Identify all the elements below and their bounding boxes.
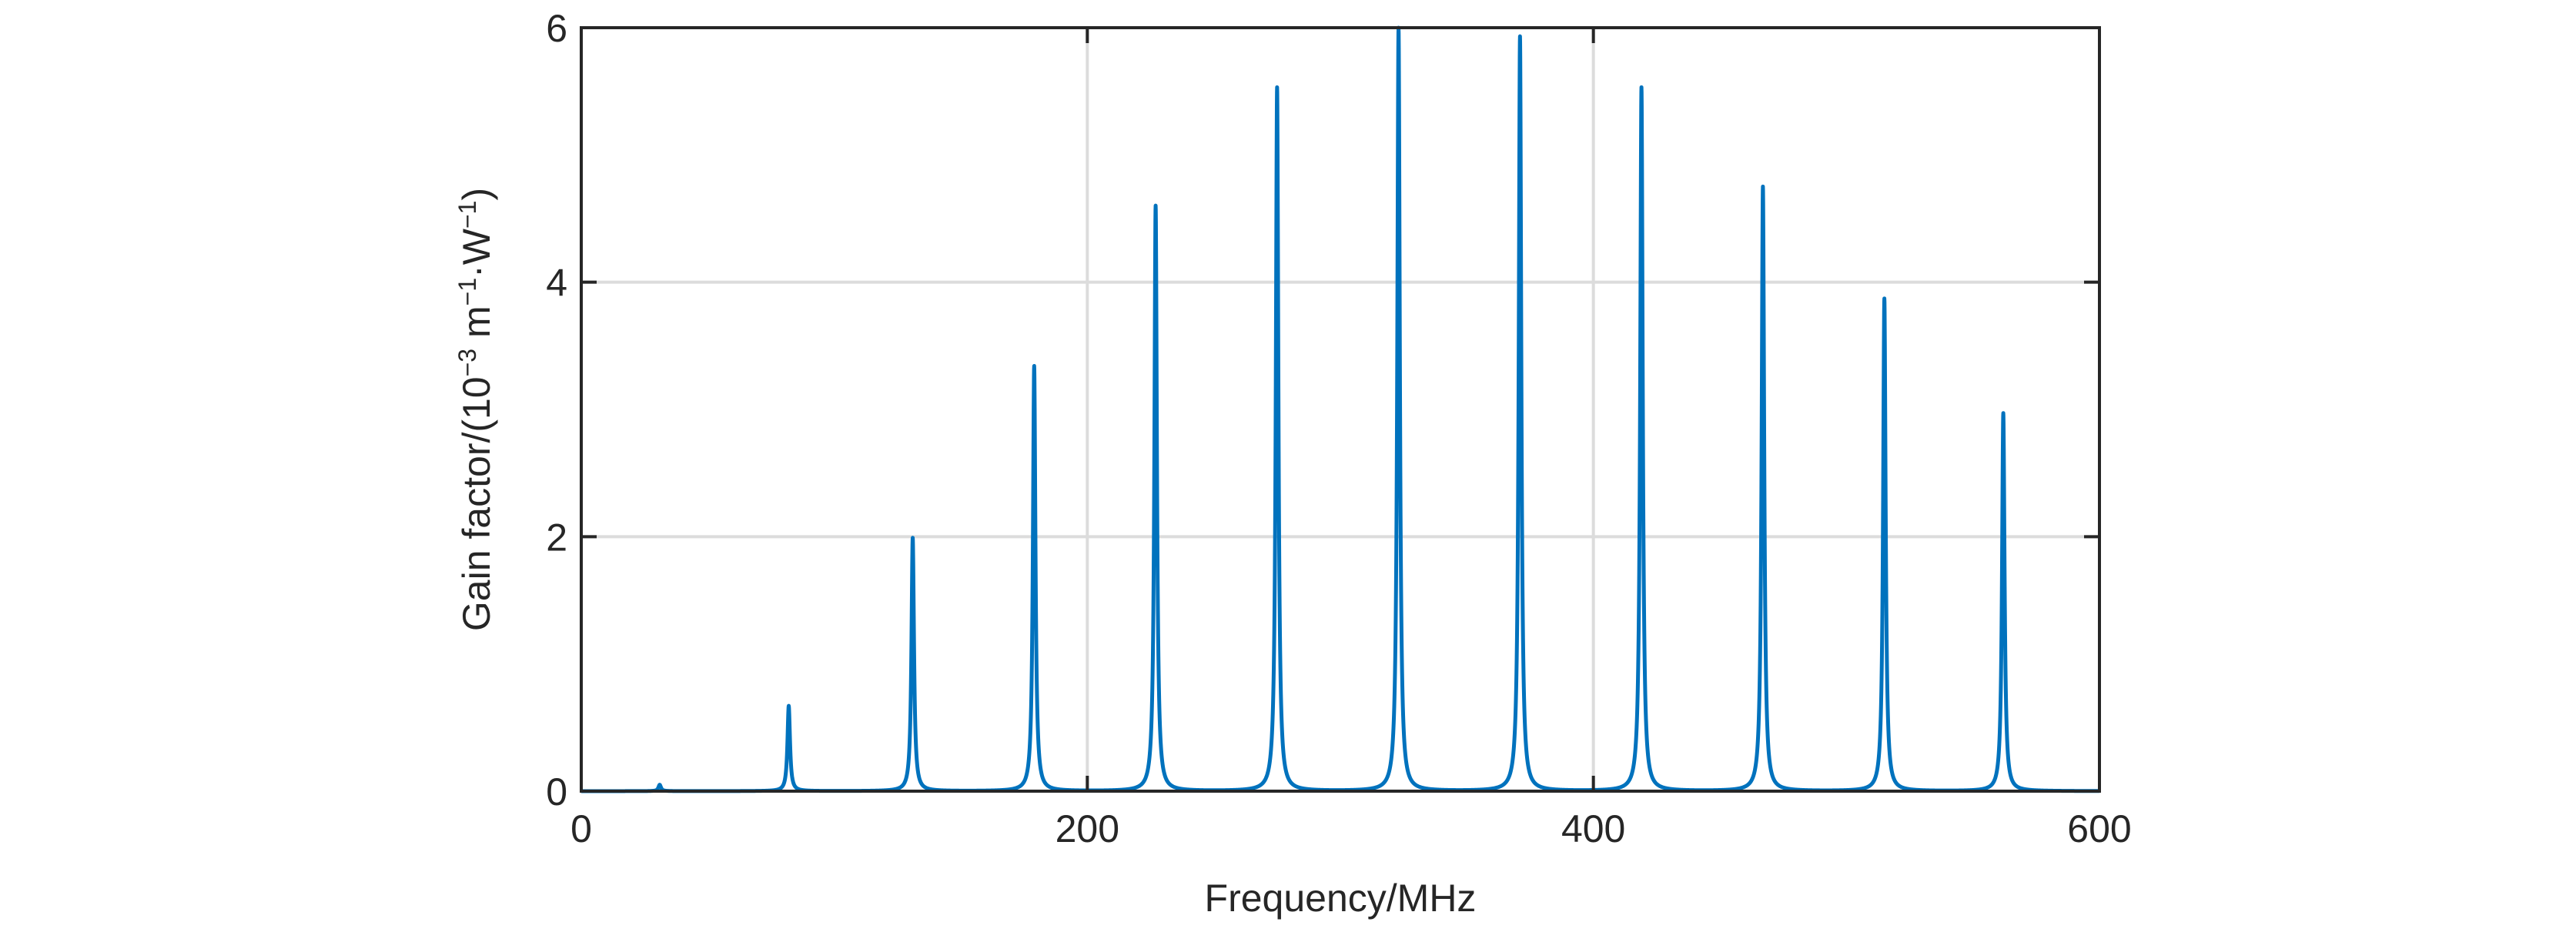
x-tick-label: 600 — [2067, 807, 2131, 850]
y-axis-title-exp2: −1 — [453, 278, 481, 306]
series-line — [579, 25, 2102, 793]
y-axis-title-suffix: ) — [455, 188, 498, 201]
tick-marks — [580, 26, 2101, 793]
y-axis-title-mid1: m — [455, 306, 498, 349]
y-tick-label: 2 — [546, 516, 567, 559]
y-tick-label: 0 — [546, 770, 567, 813]
x-axis-title: Frequency/MHz — [1205, 877, 1477, 920]
y-tick-label: 6 — [546, 7, 567, 50]
x-tick-labels: 0 200 400 600 — [570, 807, 2132, 850]
x-tick-label: 400 — [1561, 807, 1625, 850]
y-tick-labels: 0 2 4 6 — [546, 7, 567, 813]
grid-lines — [581, 28, 2099, 791]
y-tick-label: 4 — [546, 262, 567, 305]
y-axis-title-exp3: −1 — [453, 201, 481, 229]
x-tick-label: 200 — [1055, 807, 1119, 850]
y-axis-title-prefix: Gain factor/(10 — [455, 376, 498, 631]
x-tick-label: 0 — [570, 807, 592, 850]
plot-frame — [580, 26, 2101, 793]
y-axis-title-exp1: −3 — [453, 349, 481, 376]
series-layer — [579, 25, 2102, 793]
y-axis-title-mid2: ·W — [455, 228, 498, 278]
y-axis-title: Gain factor/(10−3 m−1·W−1) — [453, 188, 498, 631]
